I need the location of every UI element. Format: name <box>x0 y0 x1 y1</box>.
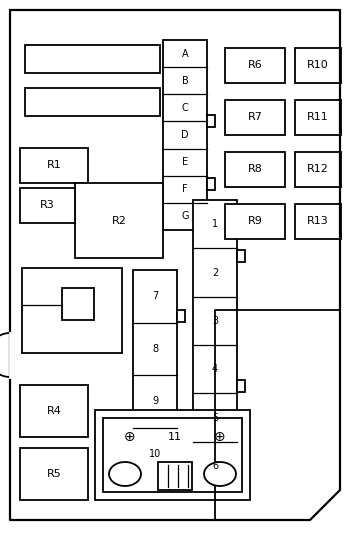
Text: R1: R1 <box>47 160 61 170</box>
Bar <box>158 462 192 490</box>
Text: 9: 9 <box>152 396 158 406</box>
Text: 5: 5 <box>212 412 218 422</box>
Text: R4: R4 <box>47 406 62 416</box>
Bar <box>25 88 160 116</box>
Text: 4: 4 <box>212 364 218 374</box>
Text: C: C <box>182 103 188 113</box>
Text: B: B <box>182 75 188 85</box>
Bar <box>20 148 88 183</box>
Text: D: D <box>181 130 189 140</box>
Bar <box>177 310 185 322</box>
Text: 10: 10 <box>149 449 161 459</box>
Text: 8: 8 <box>152 344 158 354</box>
Text: 1: 1 <box>212 219 218 229</box>
Bar <box>103 418 242 492</box>
Text: R2: R2 <box>112 215 126 225</box>
Ellipse shape <box>204 462 236 486</box>
Bar <box>20 448 88 500</box>
Text: R6: R6 <box>248 60 262 70</box>
Text: ⊕: ⊕ <box>124 430 136 444</box>
Text: 6: 6 <box>212 461 218 471</box>
Bar <box>225 152 285 187</box>
Bar <box>225 204 285 239</box>
Bar <box>207 178 215 190</box>
Bar <box>193 200 237 490</box>
Bar <box>133 270 177 480</box>
Bar <box>62 288 94 320</box>
Bar <box>75 183 163 258</box>
Text: R11: R11 <box>307 113 329 123</box>
Bar <box>207 115 215 127</box>
Bar <box>295 204 341 239</box>
Text: A: A <box>182 49 188 59</box>
Bar <box>95 410 250 500</box>
Bar <box>237 380 245 392</box>
Text: F: F <box>182 184 188 194</box>
Bar <box>20 385 88 437</box>
Text: R7: R7 <box>247 113 262 123</box>
Text: R13: R13 <box>307 216 329 226</box>
Text: 11: 11 <box>168 432 182 442</box>
Bar <box>295 100 341 135</box>
Bar <box>177 415 185 427</box>
Text: R5: R5 <box>47 469 61 479</box>
Bar <box>295 48 341 83</box>
Text: E: E <box>182 157 188 167</box>
Text: R3: R3 <box>40 200 55 210</box>
Bar <box>225 48 285 83</box>
Text: R10: R10 <box>307 60 329 70</box>
Text: R12: R12 <box>307 164 329 174</box>
Text: G: G <box>181 211 189 221</box>
Bar <box>25 45 160 73</box>
Bar <box>237 250 245 262</box>
Text: 7: 7 <box>152 291 158 301</box>
Text: 3: 3 <box>212 316 218 326</box>
Text: R8: R8 <box>247 164 262 174</box>
Text: R9: R9 <box>247 216 262 226</box>
Bar <box>20 188 75 223</box>
Bar <box>225 100 285 135</box>
Ellipse shape <box>109 462 141 486</box>
Text: ⊕: ⊕ <box>214 430 226 444</box>
Bar <box>22 268 122 353</box>
Bar <box>295 152 341 187</box>
Text: 2: 2 <box>212 268 218 278</box>
Bar <box>163 40 207 230</box>
